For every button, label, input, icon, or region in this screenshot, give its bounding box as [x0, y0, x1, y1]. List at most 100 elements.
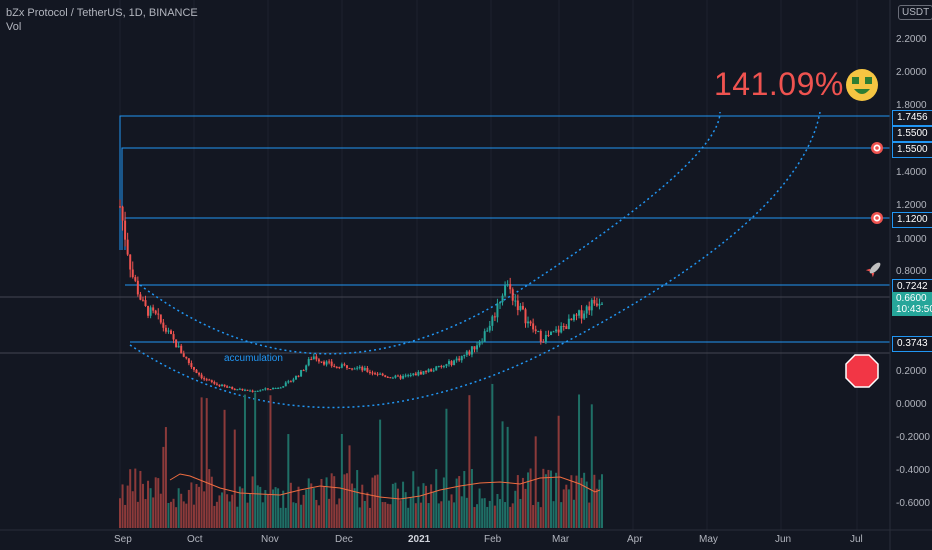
- candle-body: [269, 389, 272, 391]
- candle-body: [547, 334, 550, 336]
- volume-bar: [585, 481, 588, 528]
- volume-bar: [381, 502, 384, 528]
- candle-body: [259, 390, 262, 392]
- candle-body: [361, 366, 364, 371]
- candle-body: [177, 345, 180, 348]
- volume-bar: [351, 483, 354, 528]
- volume-bar: [363, 500, 366, 528]
- volume-bar: [501, 421, 504, 528]
- volume-bar: [509, 506, 512, 528]
- volume-bar: [323, 486, 326, 528]
- currency-button[interactable]: USDT: [898, 5, 932, 20]
- candle-body: [279, 387, 282, 389]
- volume-bar: [282, 490, 285, 528]
- candle-body: [243, 389, 246, 391]
- volume-bar: [374, 475, 377, 528]
- volume-bar: [233, 429, 236, 528]
- volume-bar: [266, 494, 269, 528]
- volume-bar: [152, 497, 155, 528]
- volume-bar: [496, 494, 499, 528]
- candle-body: [379, 373, 382, 375]
- candle-body: [134, 277, 137, 281]
- candle-body: [223, 384, 226, 387]
- volume-bar: [274, 487, 277, 528]
- candle-body: [272, 388, 275, 390]
- volume-bar: [598, 479, 601, 528]
- price-tick: -0.4000: [896, 465, 930, 476]
- volume-bar: [251, 476, 254, 528]
- candle-body: [343, 364, 346, 366]
- volume-bar: [187, 489, 190, 528]
- candle-body: [511, 289, 514, 301]
- volume-bar: [287, 434, 290, 528]
- time-tick: 2021: [408, 534, 431, 545]
- volume-bar: [177, 488, 180, 528]
- candle-body: [583, 313, 586, 319]
- volume-bar: [376, 474, 379, 528]
- volume-bar: [241, 488, 244, 528]
- volume-bar: [164, 427, 167, 528]
- volume-bar: [139, 470, 142, 528]
- volume-bar: [511, 503, 514, 528]
- candle-body: [463, 354, 466, 357]
- volume-bar: [172, 498, 175, 528]
- volume-bar: [356, 470, 359, 528]
- candle-body: [419, 372, 422, 375]
- candle-body: [363, 368, 366, 371]
- volume-bar: [243, 394, 246, 528]
- candle-body: [129, 254, 132, 270]
- volume-bar: [129, 469, 132, 528]
- candle-body: [157, 313, 160, 315]
- percent-gain-label: 141.09%: [714, 66, 844, 102]
- candle-body: [139, 294, 142, 300]
- price-tick: 0.0000: [896, 399, 927, 410]
- volume-bar: [297, 486, 300, 528]
- volume-bar: [578, 394, 581, 528]
- volume-bar: [486, 506, 489, 528]
- volume-bar: [175, 507, 178, 528]
- volume-bar: [547, 469, 550, 528]
- candle-body: [192, 367, 195, 370]
- candle-body: [460, 356, 463, 361]
- candle-body: [501, 295, 504, 303]
- candle-body: [486, 330, 489, 332]
- volume-bar: [384, 502, 387, 528]
- candle-body: [450, 361, 453, 365]
- candle-body: [539, 331, 542, 342]
- time-tick: Nov: [261, 534, 279, 545]
- volume-bar: [228, 501, 231, 528]
- volume-bar: [236, 506, 239, 528]
- volume-bar: [361, 484, 364, 528]
- candle-body: [141, 299, 144, 301]
- candle-body: [284, 382, 287, 387]
- candle-body: [565, 326, 568, 330]
- volume-bar: [481, 498, 484, 528]
- volume-bar: [307, 478, 310, 528]
- candle-body: [516, 300, 519, 311]
- volume-bar: [180, 493, 183, 528]
- candle-body: [552, 331, 555, 333]
- volume-bar: [256, 485, 259, 528]
- volume-bar: [167, 502, 170, 528]
- volume-bar: [343, 474, 346, 528]
- candle-body: [119, 206, 121, 208]
- candle-body: [396, 375, 399, 377]
- candle-body: [175, 339, 178, 348]
- candle-body: [236, 389, 239, 391]
- candle-body: [412, 373, 415, 375]
- candle-body: [366, 368, 369, 372]
- candle-body: [567, 318, 570, 330]
- candle-body: [231, 386, 234, 389]
- candle-body: [287, 381, 290, 383]
- candle-body: [167, 330, 170, 332]
- candle-body: [164, 327, 167, 332]
- price-tick: 1.2000: [896, 200, 927, 211]
- volume-bar: [453, 502, 456, 528]
- volume-bar: [458, 476, 461, 528]
- level-lines: [119, 115, 890, 343]
- candle-body: [371, 372, 374, 374]
- candle-body: [195, 369, 198, 374]
- candle-body: [478, 342, 481, 346]
- time-tick: Mar: [552, 534, 570, 545]
